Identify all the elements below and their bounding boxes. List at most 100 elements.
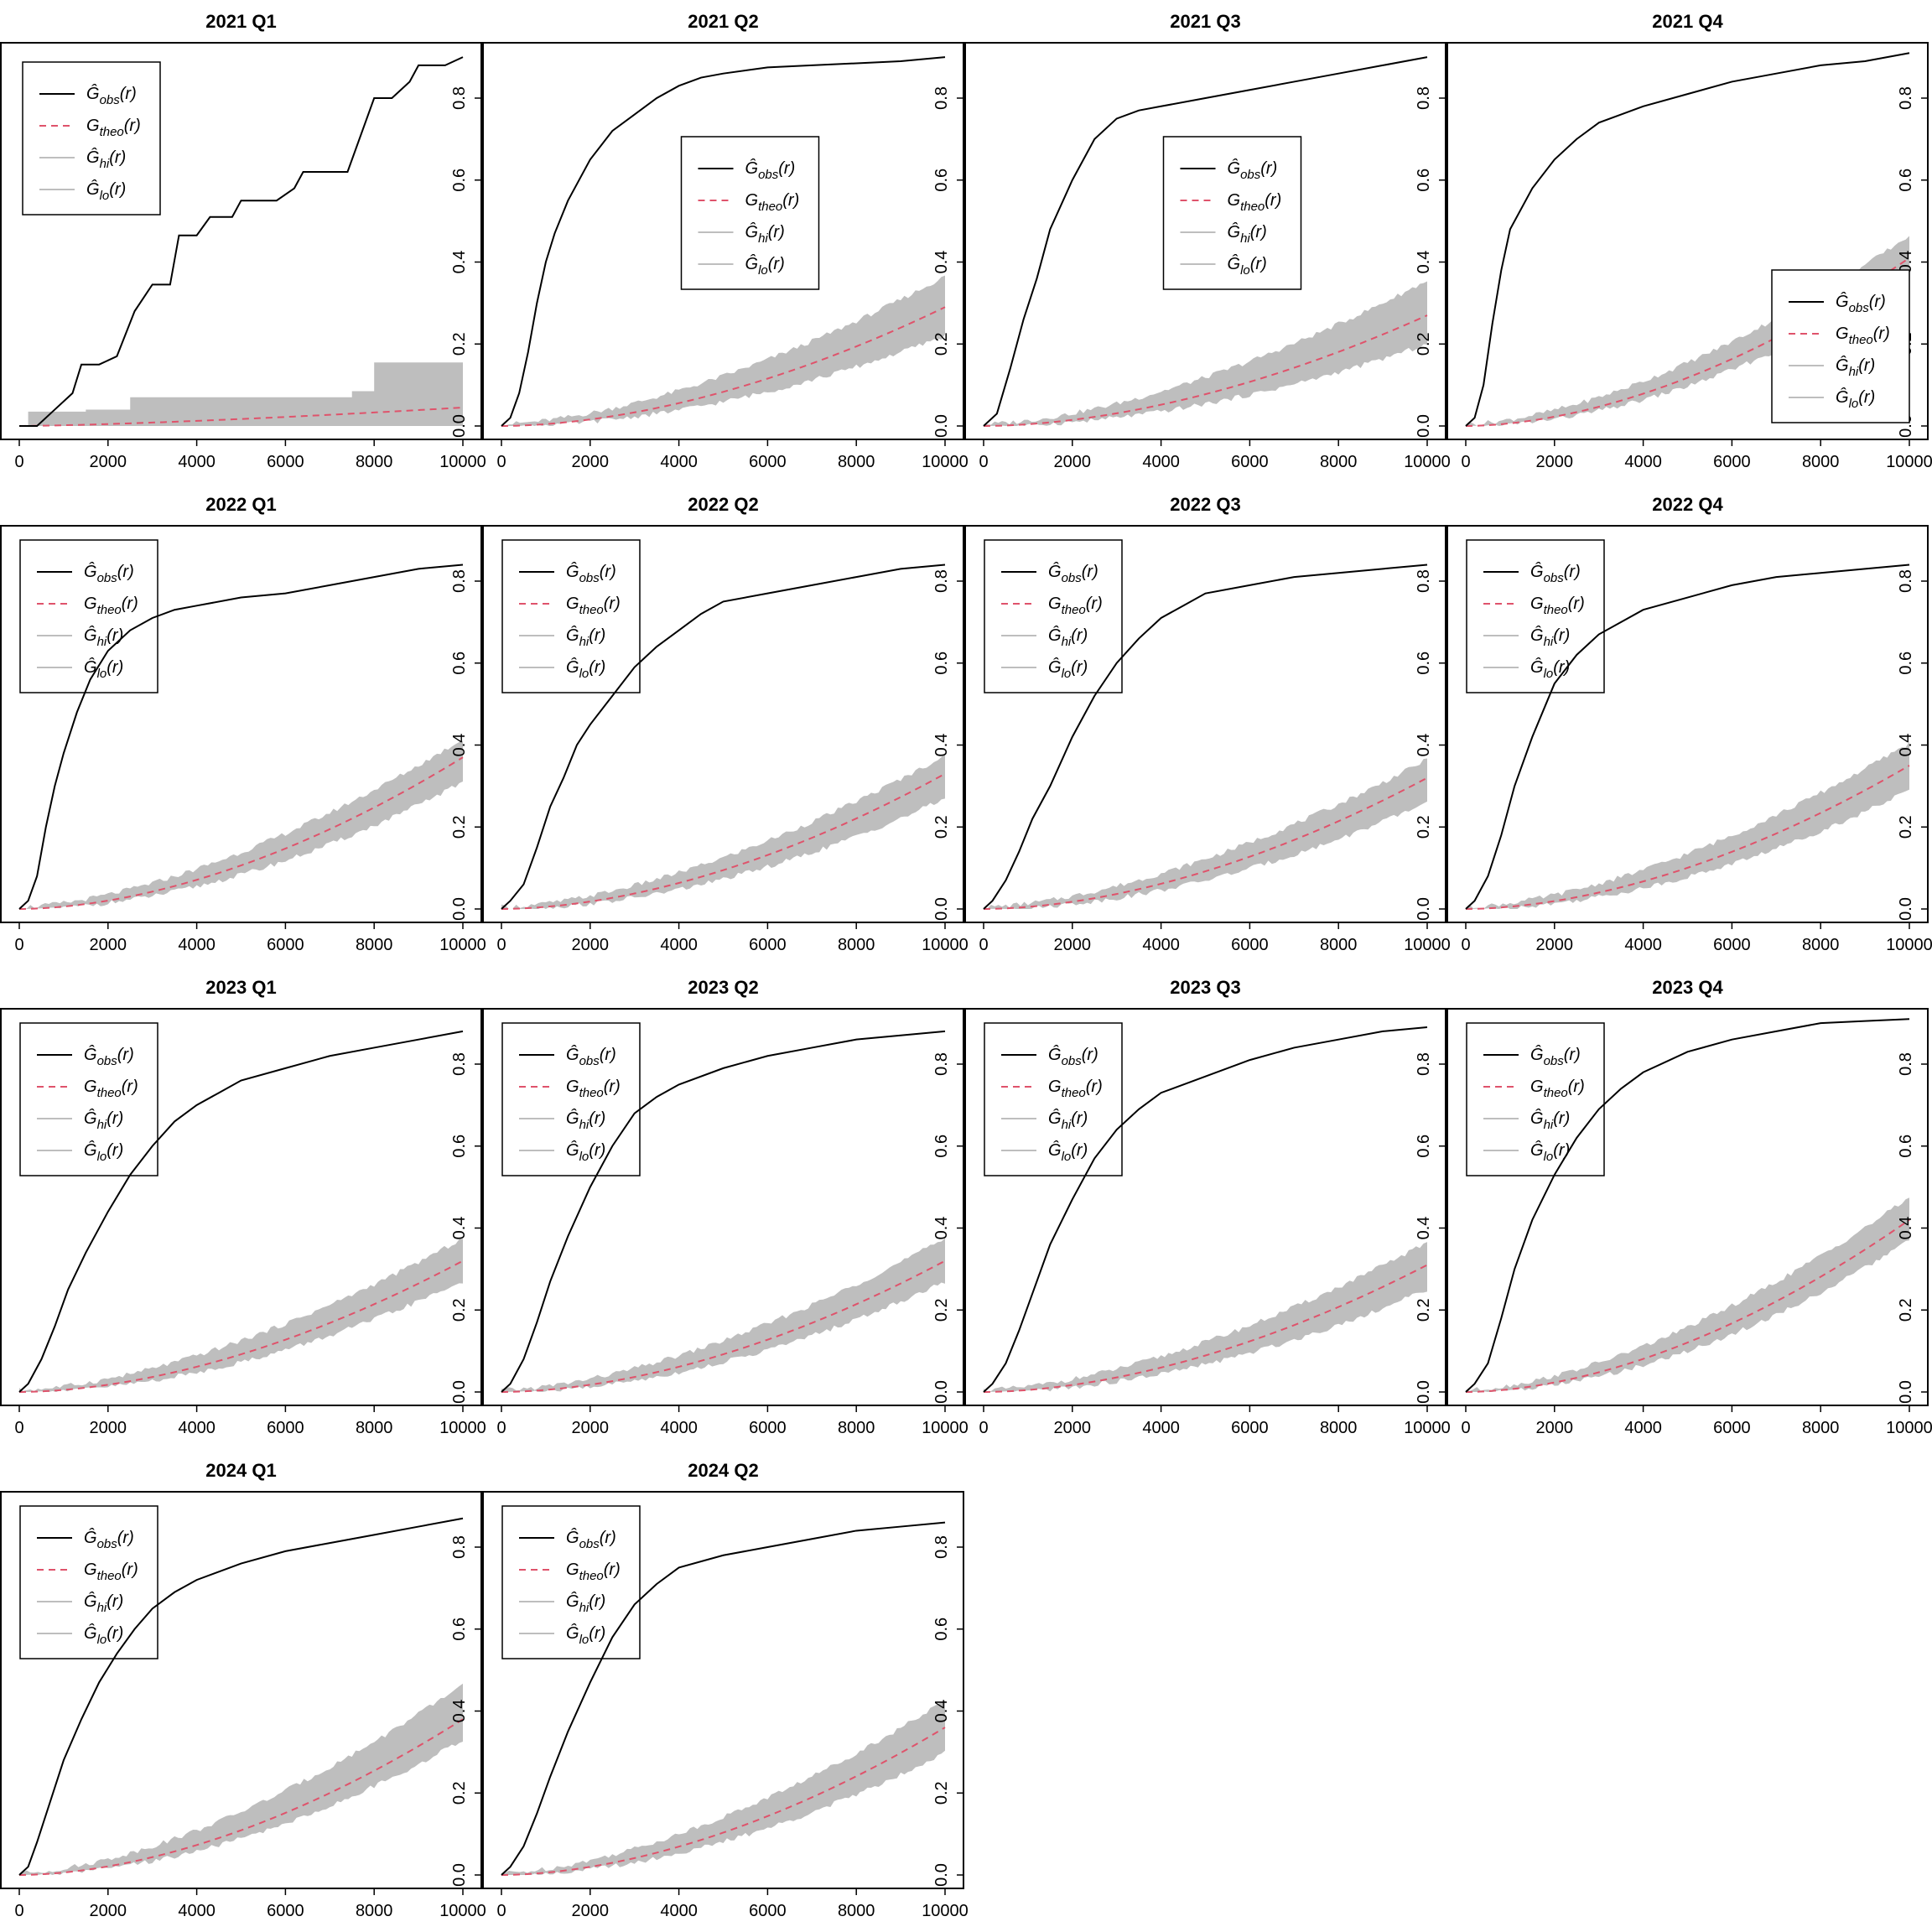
- legend-box: [501, 539, 641, 693]
- x-tick-label: 4000: [660, 453, 698, 471]
- legend-label-hi: Ĝhi(r): [84, 1592, 123, 1615]
- envelope-band: [19, 1239, 463, 1392]
- panel-title: 2023 Q2: [688, 977, 758, 998]
- envelope-band: [501, 753, 945, 909]
- plot-frame: [964, 1008, 1446, 1406]
- x-tick-label: 10000: [922, 936, 969, 954]
- legend-label-lo: Ĝlo(r): [745, 254, 785, 278]
- panel-2022-q2: 2022 Q2 0 2000 4000 6000 8000 10000 0.0 0.2 0.4 0.…: [482, 494, 969, 954]
- legend-box: [680, 136, 820, 290]
- x-tick-label: 2000: [90, 453, 127, 471]
- y-tick-label: 0.4: [450, 734, 469, 757]
- legend: Ĝobs(r) Gtheo(r) Ĝhi(r) Ĝlo(r): [984, 1022, 1123, 1176]
- x-tick-label: 8000: [1320, 453, 1358, 471]
- x-tick-label: 2000: [1054, 1419, 1092, 1437]
- legend-label-lo: Ĝlo(r): [1048, 657, 1088, 681]
- y-tick-label: 0.0: [1897, 897, 1915, 921]
- plot-frame: [1446, 42, 1929, 440]
- x-tick-label: 6000: [749, 936, 787, 954]
- legend-label-obs: Ĝobs(r): [1836, 292, 1886, 315]
- y-tick-label: 0.0: [450, 897, 469, 921]
- x-tick-label: 8000: [356, 936, 393, 954]
- y-tick-label: 0.8: [1415, 569, 1433, 593]
- legend-label-hi: Ĝhi(r): [84, 626, 123, 649]
- legend-box: [19, 1022, 158, 1176]
- legend-label-lo: Ĝlo(r): [566, 1623, 605, 1647]
- x-tick-label: 4000: [178, 1419, 216, 1437]
- y-tick-label: 0.4: [1415, 734, 1433, 757]
- legend-label-obs: Ĝobs(r): [745, 158, 796, 182]
- y-tick-label: 0.8: [932, 1052, 951, 1076]
- plot-frame: [1446, 1008, 1929, 1406]
- legend-label-lo: Ĝlo(r): [1228, 254, 1267, 278]
- y-tick-label: 0.6: [450, 652, 469, 675]
- legend-label-obs: Ĝobs(r): [84, 1528, 134, 1551]
- envelope-band: [19, 356, 463, 426]
- x-tick-label: 2000: [1536, 1419, 1574, 1437]
- x-tick-label: 6000: [267, 1902, 304, 1920]
- x-tick-label: 2000: [1536, 453, 1574, 471]
- theo-line: [18, 1718, 464, 1876]
- panel-title: 2022 Q4: [1652, 494, 1723, 515]
- x-tick-label: 0: [14, 1902, 23, 1920]
- y-tick-label: 0.4: [1415, 1217, 1433, 1240]
- legend-label-hi: Ĝhi(r): [745, 222, 785, 246]
- panel-2022-q4: 2022 Q4 0 2000 4000 6000 8000 10000 0.0 0.2 0.4 0.…: [1446, 494, 1932, 954]
- theo-line: [18, 1259, 464, 1393]
- y-tick-label: 0.8: [450, 1535, 469, 1559]
- legend-label-hi: Ĝhi(r): [86, 148, 126, 171]
- legend-label-hi: Ĝhi(r): [1530, 1109, 1570, 1132]
- y-tick-label: 0.8: [450, 1052, 469, 1076]
- plot-frame: [482, 42, 964, 440]
- x-tick-label: 6000: [749, 1902, 787, 1920]
- x-tick-label: 8000: [1802, 936, 1840, 954]
- x-tick-label: 2000: [90, 1902, 127, 1920]
- x-tick-label: 6000: [1231, 453, 1269, 471]
- envelope-band: [501, 275, 945, 426]
- legend-label-lo: Ĝlo(r): [84, 1140, 123, 1164]
- x-tick-label: 0: [1461, 453, 1470, 471]
- x-tick-label: 4000: [178, 453, 216, 471]
- x-tick-label: 4000: [1624, 453, 1662, 471]
- legend-label-lo: Ĝlo(r): [84, 1623, 123, 1647]
- legend-label-lo: Ĝlo(r): [1530, 657, 1570, 681]
- x-tick-label: 0: [1461, 1419, 1470, 1437]
- y-tick-label: 0.0: [1415, 414, 1433, 438]
- y-tick-label: 0.8: [932, 86, 951, 110]
- x-tick-label: 10000: [922, 1902, 969, 1920]
- panel-title: 2021 Q3: [1170, 11, 1240, 32]
- x-tick-label: 10000: [1404, 453, 1451, 471]
- legend-box: [19, 1505, 158, 1659]
- y-tick-label: 0.8: [932, 569, 951, 593]
- y-tick-label: 0.2: [1415, 815, 1433, 839]
- y-tick-label: 0.2: [1415, 332, 1433, 356]
- panel-2023-q2: 2023 Q2 0 2000 4000 6000 8000 10000 0.0 0.2 0.4 0.…: [482, 977, 969, 1437]
- plot-frame: [0, 1008, 482, 1406]
- legend: Ĝobs(r) Gtheo(r) Ĝhi(r) Ĝlo(r): [1466, 1022, 1605, 1176]
- legend-label-hi: Ĝhi(r): [566, 1592, 605, 1615]
- x-tick-label: 8000: [356, 1902, 393, 1920]
- y-tick-label: 0.8: [450, 86, 469, 110]
- legend-label-lo: Ĝlo(r): [1836, 387, 1875, 411]
- x-tick-label: 0: [1461, 936, 1470, 954]
- x-tick-label: 2000: [572, 453, 610, 471]
- x-tick-label: 2000: [90, 1419, 127, 1437]
- x-tick-label: 8000: [1320, 1419, 1358, 1437]
- y-tick-label: 0.6: [932, 652, 951, 675]
- x-tick-label: 8000: [356, 1419, 393, 1437]
- x-tick-label: 4000: [1624, 1419, 1662, 1437]
- legend-label-theo: Gtheo(r): [84, 1078, 138, 1100]
- panel-2022-q1: 2022 Q1 0 2000 4000 6000 8000 10000 0.0 0.2 0.4 0.…: [0, 494, 486, 954]
- plot-frame: [964, 525, 1446, 923]
- envelope-band: [984, 281, 1427, 426]
- panel-title: 2021 Q2: [688, 11, 758, 32]
- x-tick-label: 6000: [267, 453, 304, 471]
- panel-title: 2024 Q2: [688, 1460, 758, 1481]
- legend-label-hi: Ĝhi(r): [1048, 626, 1088, 649]
- legend-label-theo: Gtheo(r): [1048, 1078, 1103, 1100]
- y-tick-label: 0.0: [1897, 1380, 1915, 1404]
- legend-box: [22, 61, 161, 216]
- legend: Ĝobs(r) Gtheo(r) Ĝhi(r) Ĝlo(r): [984, 539, 1123, 693]
- x-tick-label: 10000: [1404, 1419, 1451, 1437]
